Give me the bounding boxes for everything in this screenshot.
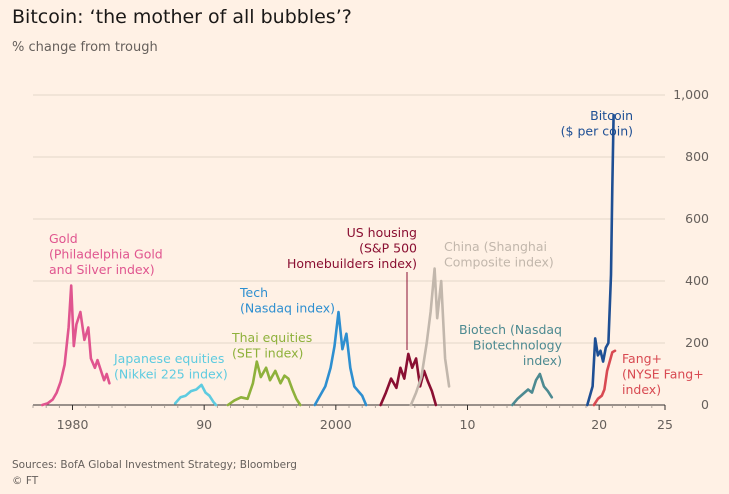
y-tick-label: 0 bbox=[701, 397, 709, 412]
series-line-0 bbox=[40, 284, 111, 407]
series-label-6: Biotech (Nasdaq Biotechnology index) bbox=[459, 322, 563, 368]
series-label-3: Tech (Nasdaq index) bbox=[239, 285, 335, 316]
ft-credit: © FT bbox=[12, 475, 39, 487]
series-label-5: China (Shanghai Composite index) bbox=[444, 239, 554, 270]
series-line-1 bbox=[173, 383, 218, 407]
series-label-0: Gold (Philadelphia Gold and Silver index) bbox=[49, 231, 163, 277]
series-label-4: US housing (S&P 500 Homebuilders index) bbox=[287, 225, 417, 271]
series-line-5 bbox=[409, 267, 451, 407]
series-line-6 bbox=[510, 372, 554, 407]
series-label-1: Japanese equities (Nikkei 225 index) bbox=[113, 351, 228, 382]
x-tick-label: 1980 bbox=[57, 417, 89, 432]
series-line-8 bbox=[592, 349, 617, 407]
series-label-2: Thai equities (SET index) bbox=[231, 330, 312, 361]
y-tick-label: 400 bbox=[685, 273, 709, 288]
x-tick-label: 2000 bbox=[320, 417, 352, 432]
y-tick-label: 600 bbox=[685, 211, 709, 226]
x-tick-label: 25 bbox=[657, 417, 673, 432]
x-tick-label: 20 bbox=[591, 417, 607, 432]
series-line-2 bbox=[226, 360, 302, 407]
chart-title: Bitcoin: ‘the mother of all bubbles’? bbox=[12, 6, 352, 28]
series-label-7: Bitcoin ($ per coin) bbox=[561, 108, 633, 139]
sources-note: Sources: BofA Global Investment Strategy… bbox=[12, 459, 297, 471]
chart-subtitle: % change from trough bbox=[12, 40, 158, 55]
x-tick-label: 90 bbox=[196, 417, 212, 432]
y-tick-label: 200 bbox=[685, 335, 709, 350]
series-line-7 bbox=[585, 113, 615, 407]
x-tick-label: 10 bbox=[460, 417, 476, 432]
y-tick-label: 1,000 bbox=[673, 87, 709, 102]
series-line-3 bbox=[313, 310, 368, 407]
series-line-4 bbox=[379, 352, 438, 407]
series-label-8: Fang+ (NYSE Fang+ index) bbox=[622, 351, 704, 397]
y-tick-label: 800 bbox=[685, 149, 709, 164]
